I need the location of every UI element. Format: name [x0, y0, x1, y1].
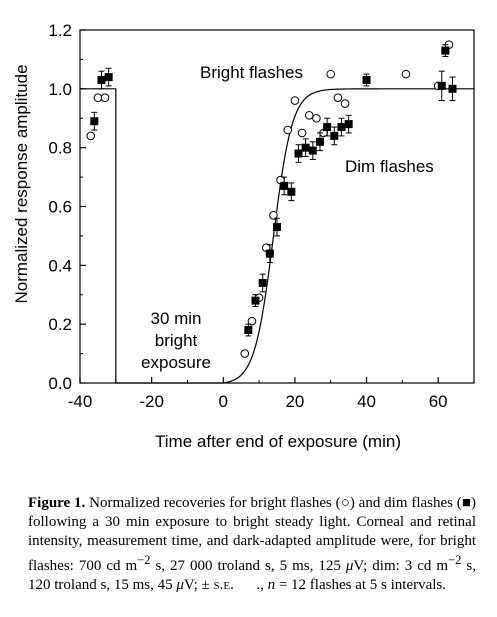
caption-superscript-1: −2 [137, 553, 151, 567]
x-tick-label: 40 [357, 392, 376, 411]
dim-flash-point [330, 131, 339, 140]
caption-figure-number: Figure 1. [28, 495, 86, 511]
x-tick-label: 20 [285, 392, 304, 411]
dim-flash-point [104, 73, 113, 82]
exposure-label-line2: bright [155, 331, 198, 350]
dim-flash-point [287, 187, 296, 196]
caption-superscript-2: −2 [448, 553, 462, 567]
dim-flash-point [294, 149, 303, 158]
x-tick-label: -20 [139, 392, 164, 411]
y-tick-label: 0.4 [48, 256, 72, 275]
curves [80, 88, 474, 384]
bright-flash-point [340, 99, 350, 108]
bright-flash-point [283, 125, 293, 135]
bright-flash-point [312, 113, 321, 123]
recovery-curve [223, 88, 474, 384]
bright-flash-point [269, 211, 278, 220]
bright-flash-point [297, 128, 307, 138]
y-tick-label: 0.8 [48, 139, 72, 158]
caption-dim-symbol: ■ [461, 495, 472, 511]
bright-flash-point [333, 93, 343, 102]
caption-text-6: s, 120 troland s, 15 ms, 45 [28, 558, 477, 593]
dim-flash-point [273, 223, 281, 232]
y-axis-label: Normalized response amplitude [12, 64, 31, 303]
dim-flash-point [244, 326, 253, 335]
bright-flash-point [100, 93, 110, 102]
dim-flash-point [437, 81, 446, 90]
caption-text-8: ., [233, 577, 268, 593]
figure-caption: Figure 1. Normalized recoveries for brig… [28, 494, 476, 595]
dim-flash-point [280, 181, 289, 190]
exposure-label-line1: 30 min [150, 309, 201, 328]
axis-ticks: -40 -20 0 20 40 60 0.0 0.2 0.4 0.6 0.8 1.0 1.2 [48, 21, 447, 411]
dim-flash-point [337, 123, 346, 132]
y-tick-label: 0.6 [48, 198, 72, 217]
caption-bright-symbol: ○ [340, 495, 350, 511]
exposure-trace [80, 88, 224, 384]
y-tick-label: 1.0 [48, 80, 72, 99]
dim-flash-point [258, 278, 267, 287]
dim-flash-point [308, 146, 317, 155]
caption-se: s.e. [213, 577, 234, 593]
caption-text-9: = 12 flashes at 5 s intervals. [275, 577, 447, 593]
dim-flash-point [323, 123, 332, 132]
x-axis-label: Time after end of exposure (min) [155, 432, 401, 451]
bright-flash-point [290, 96, 300, 105]
axis-labels: Time after end of exposure (min) Normali… [12, 64, 401, 451]
caption-n: n [267, 577, 276, 593]
bright-flash-point [86, 131, 96, 141]
bright-flash-point [326, 69, 336, 79]
x-tick-label: 60 [429, 392, 448, 411]
bright-flash-point [304, 111, 314, 120]
caption-mu-2: μ [176, 577, 184, 593]
caption-text-7: V; ± [183, 577, 214, 593]
dim-flash-point [362, 76, 371, 85]
dim-flash-point [97, 76, 106, 85]
dim-flash-point [301, 143, 310, 152]
caption-text-4: s, 27 000 troland s, 5 ms, 125 [150, 558, 346, 574]
caption-text-5: V; dim: 3 cd m [353, 558, 449, 574]
y-tick-label: 0.0 [48, 374, 72, 393]
bright-flash-point [247, 316, 257, 326]
bright-flash-point [240, 349, 250, 358]
recovery-chart: -40 -20 0 20 40 60 0.0 0.2 0.4 0.6 0.8 1.0 1.2 Time … [12, 21, 475, 451]
dim-flash-point [265, 249, 274, 258]
caption-text-2: ) and dim flashes ( [349, 495, 462, 511]
dim-flash-point [90, 117, 99, 126]
bright-flash-point [401, 69, 411, 79]
dim-flash-point [448, 84, 457, 93]
bright-flashes-label: Bright flashes [200, 63, 303, 82]
exposure-label-line3: exposure [141, 353, 211, 372]
dim-flash-point [251, 296, 260, 305]
dim-flashes-label: Dim flashes [345, 157, 434, 176]
dim-flash-point [344, 120, 353, 129]
caption-text-1: Normalized recoveries for bright flashes… [85, 495, 341, 511]
caption-mu-1: μ [345, 558, 354, 574]
dim-flash-point [441, 46, 450, 55]
bright-flash-point [93, 93, 103, 102]
caption-text-3: ) following a 30 min exposure to bright … [28, 495, 477, 574]
annotations: Bright flashes Dim flashes 30 min bright… [141, 63, 434, 372]
x-tick-label: -40 [68, 392, 93, 411]
y-tick-label: 0.2 [48, 315, 72, 334]
x-tick-label: 0 [219, 392, 228, 411]
data-markers [86, 40, 457, 358]
dim-flash-point [315, 137, 324, 146]
y-tick-label: 1.2 [48, 21, 72, 40]
